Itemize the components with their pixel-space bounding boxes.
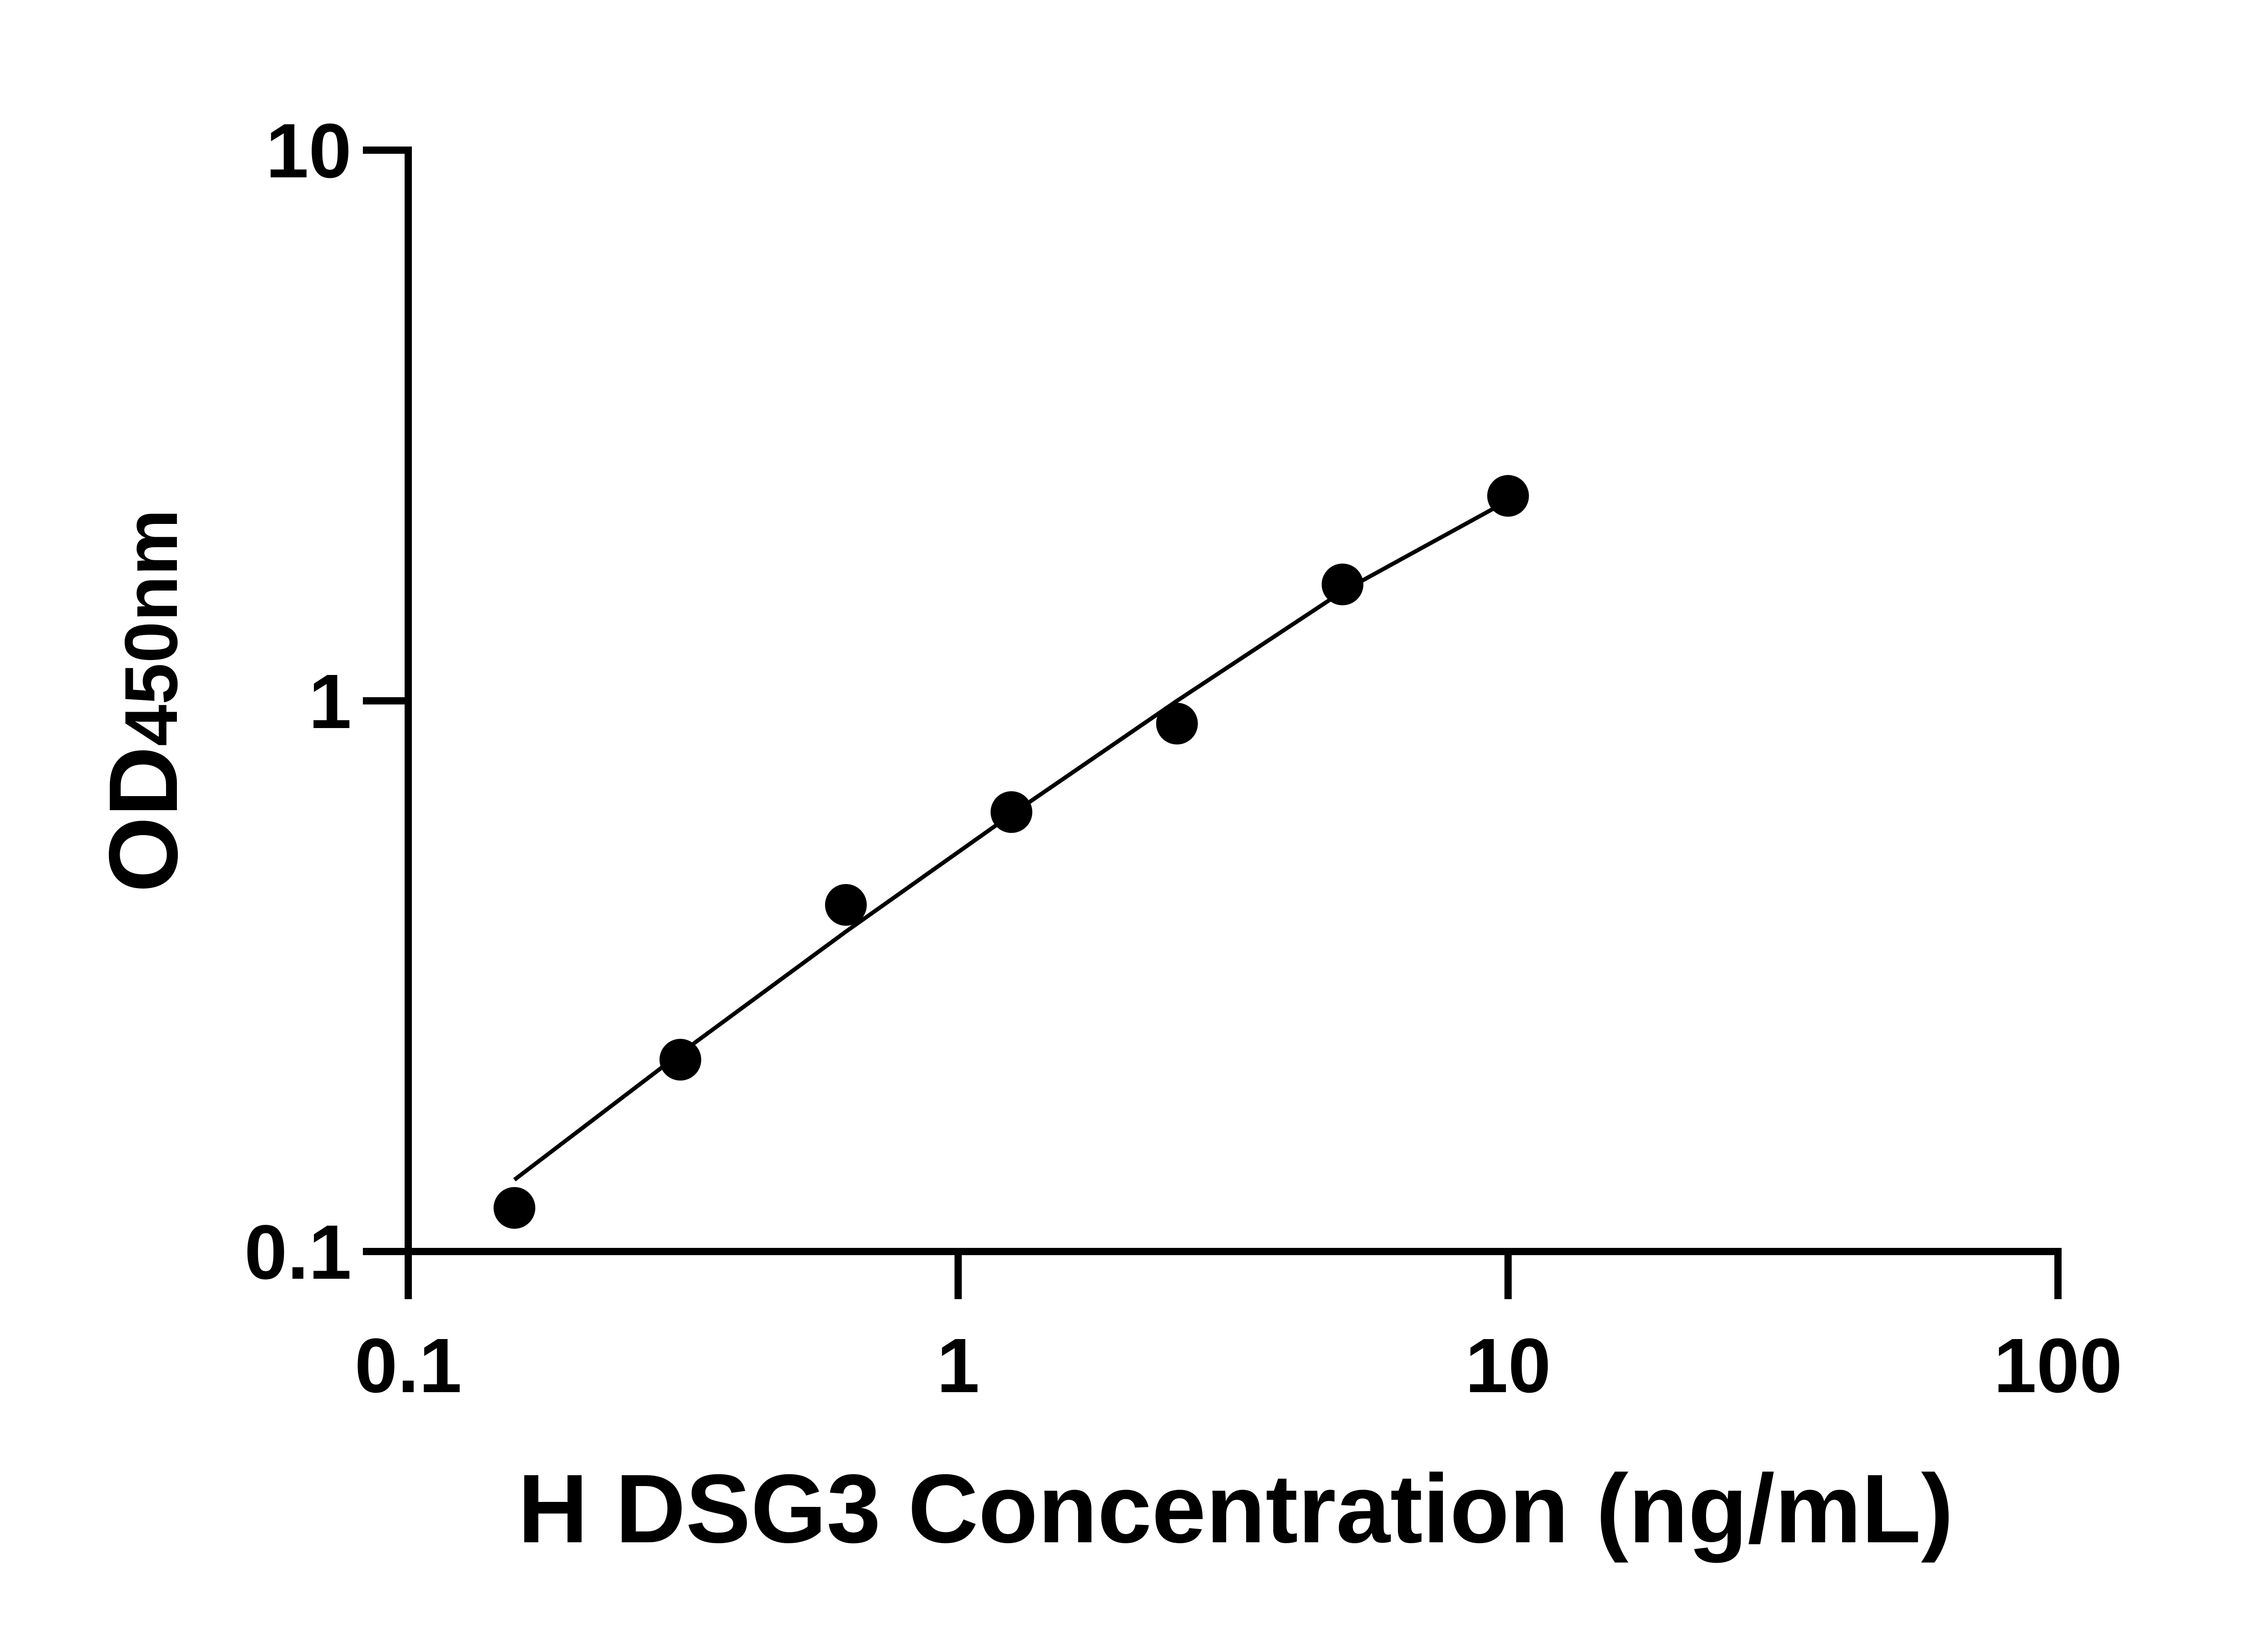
x-tick-label: 100 (1994, 1323, 2122, 1409)
y-axis-title-sub: 450nm (109, 509, 193, 746)
data-point (990, 791, 1032, 833)
x-tick-label: 10 (1465, 1323, 1551, 1409)
data-point (1321, 563, 1364, 606)
fit-line (513, 499, 1509, 1182)
x-tick-label: 0.1 (355, 1323, 462, 1409)
data-point (659, 1039, 701, 1081)
y-tick-label: 1 (308, 659, 352, 745)
data-point (1156, 703, 1198, 745)
y-tick-label: 10 (266, 108, 352, 194)
x-axis-title: H DSG3 Concentration (ng/mL) (518, 1454, 1953, 1563)
data-point (825, 884, 867, 926)
x-tick-label: 1 (937, 1323, 980, 1409)
data-point (494, 1187, 536, 1229)
data-point (1487, 475, 1529, 517)
y-axis-title-main: OD (88, 746, 198, 893)
y-axis-title: OD450nm (88, 509, 198, 892)
y-tick-label: 0.1 (244, 1209, 352, 1296)
